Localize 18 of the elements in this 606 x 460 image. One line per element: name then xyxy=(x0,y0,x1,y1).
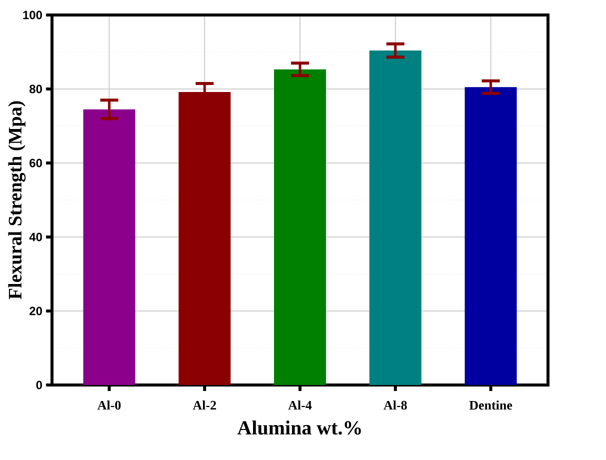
y-tick-label: 0 xyxy=(36,380,42,390)
bar xyxy=(464,87,517,385)
x-tick-label: Al-2 xyxy=(192,400,216,410)
y-tick-label: 40 xyxy=(29,232,42,242)
x-tick-label: Al-4 xyxy=(288,400,312,410)
x-axis-title: Alumina wt.% xyxy=(237,420,361,435)
x-tick-label: Al-8 xyxy=(384,400,407,410)
x-tick-label: Dentine xyxy=(469,400,512,410)
bar xyxy=(274,69,326,385)
y-tick-label: 60 xyxy=(30,158,42,168)
y-tick-label: 100 xyxy=(23,10,42,20)
y-tick-label: 80 xyxy=(30,84,42,94)
y-axis-title: Flexural Strength (Mpa) xyxy=(8,101,26,300)
bar xyxy=(369,50,422,385)
x-tick-label: Al-0 xyxy=(97,400,121,410)
bar xyxy=(178,92,231,385)
y-tick-label: 20 xyxy=(30,306,42,316)
bar xyxy=(83,109,136,385)
